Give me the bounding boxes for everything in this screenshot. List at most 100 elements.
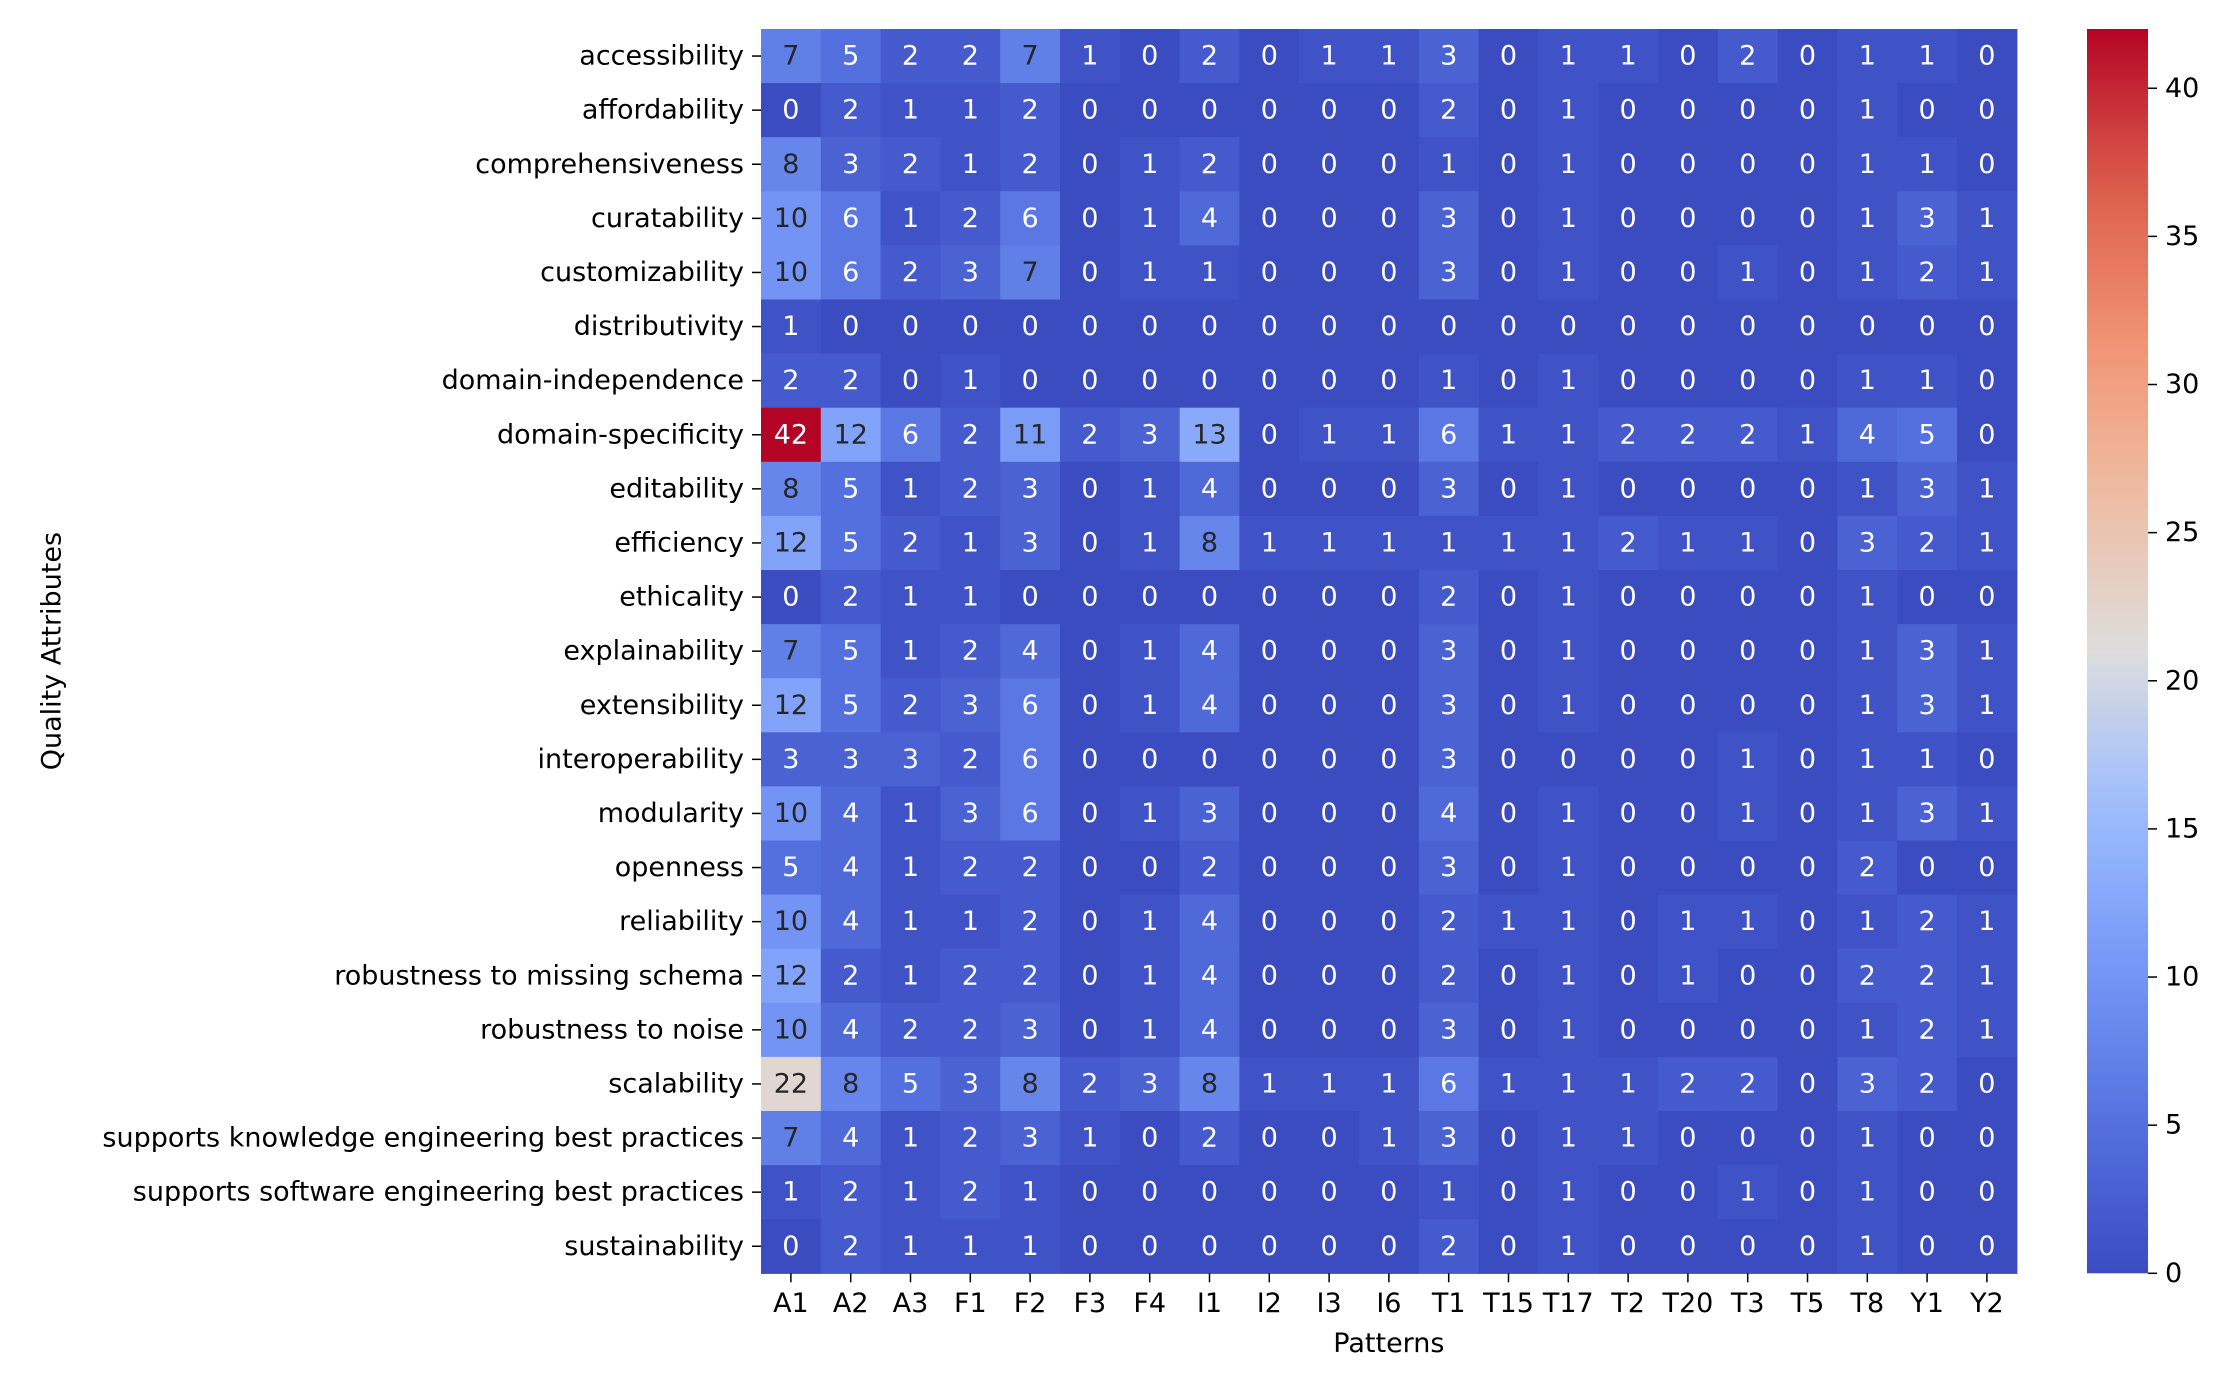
heatmap-cell [1897,894,1958,950]
heatmap-cell [1957,299,2018,355]
cell-value-label: 13 [1192,419,1226,450]
cell-value-label: 2 [1022,852,1039,883]
cell-value-label: 1 [1560,636,1577,667]
cell-value-label: 2 [782,365,799,396]
heatmap-cell [1060,786,1121,842]
cell-value-label: 0 [1799,149,1816,180]
heatmap-cell [1179,29,1240,84]
y-tick-label: extensibility [580,690,744,721]
cell-value-label: 1 [902,473,919,504]
cell-value-label: 0 [1081,852,1098,883]
y-tick-label: domain-independence [442,365,744,396]
cell-value-label: 1 [1560,1123,1577,1154]
cell-value-label: 1 [1380,1123,1397,1154]
cell-value-label: 1 [1141,473,1158,504]
cell-value-label: 1 [1859,257,1876,288]
cell-value-label: 0 [1081,527,1098,558]
cell-value-label: 0 [1261,582,1278,613]
heatmap-cell [940,461,1001,517]
heatmap-cell [1359,515,1420,571]
cell-value-label: 3 [1141,1068,1158,1099]
heatmap-cell [1000,191,1061,246]
cell-value-label: 1 [1560,960,1577,991]
heatmap-cell [1717,732,1779,787]
heatmap-cell [1239,1111,1300,1166]
cell-value-label: 6 [902,419,919,450]
cell-value-label: 4 [1022,636,1039,667]
heatmap-cell [1418,29,1480,84]
cell-value-label: 0 [1261,257,1278,288]
cell-value-label: 0 [1261,41,1278,72]
cell-value-label: 0 [1799,1014,1816,1045]
cell-value-label: 5 [842,527,859,558]
x-tick-label: F2 [1014,1288,1047,1319]
heatmap-cell [940,948,1001,1004]
cell-value-label: 4 [1201,203,1218,234]
cell-value-label: 0 [1679,1177,1696,1208]
heatmap-cell [1658,515,1719,571]
cell-value-label: 0 [1321,798,1338,829]
y-tick-label: supports knowledge engineering best prac… [102,1123,744,1154]
cell-value-label: 0 [1500,1231,1517,1262]
heatmap-cell [1538,515,1599,571]
heatmap-cell [1239,245,1300,301]
cell-value-label: 0 [1321,1177,1338,1208]
cell-value-label: 1 [1859,744,1876,775]
heatmap-cell [761,83,822,138]
cell-value-label: 0 [1620,582,1637,613]
cell-value-label: 3 [1440,1014,1457,1045]
cell-value-label: 0 [1261,149,1278,180]
cell-value-label: 0 [1919,1123,1936,1154]
cell-value-label: 4 [1201,1014,1218,1045]
colorbar-tick-label: 15 [2165,813,2199,844]
heatmap-cell [1598,570,1659,625]
heatmap-cell [1179,407,1240,463]
cell-value-label: 2 [1440,960,1457,991]
cell-value-label: 1 [962,582,979,613]
cell-value-label: 3 [1022,1123,1039,1154]
heatmap-cell [1837,1056,1898,1112]
cell-value-label: 0 [902,311,919,342]
cell-value-label: 0 [1321,690,1338,721]
cell-value-label: 1 [1978,473,1995,504]
cell-value-label: 0 [1321,365,1338,396]
cell-value-label: 8 [782,149,799,180]
cell-value-label: 0 [1620,149,1637,180]
cell-value-label: 1 [1859,95,1876,126]
heatmap-cell [1119,894,1181,950]
cell-value-label: 1 [1500,906,1517,937]
cell-value-label: 2 [962,473,979,504]
heatmap-cell [1060,245,1121,301]
cell-value-label: 0 [1321,906,1338,937]
cell-value-label: 12 [834,419,868,450]
cell-value-label: 7 [1022,41,1039,72]
heatmap-cell [820,948,882,1004]
heatmap-cell [1777,570,1838,625]
heatmap-cell [1658,624,1719,679]
cell-value-label: 6 [1440,419,1457,450]
cell-value-label: 1 [1141,527,1158,558]
heatmap-cell [761,786,822,842]
cell-value-label: 3 [962,1068,979,1099]
cell-value-label: 0 [1679,798,1696,829]
heatmap-cell [1478,245,1539,301]
heatmap-cell [1299,29,1360,84]
heatmap-cell [1598,29,1659,84]
heatmap-cell [1777,515,1838,571]
heatmap-cell [1538,624,1599,679]
heatmap-cell [1359,678,1420,733]
cell-value-label: 12 [774,527,808,558]
cell-value-label: 0 [1560,744,1577,775]
cell-value-label: 0 [1560,311,1577,342]
cell-value-label: 3 [1919,636,1936,667]
heatmap-cell [1538,678,1599,733]
heatmap-cell [880,299,941,355]
cell-value-label: 0 [1620,744,1637,775]
heatmap-cell [1000,840,1061,896]
heatmap-cell [1837,570,1898,625]
cell-value-label: 2 [1919,960,1936,991]
cell-value-label: 0 [1321,203,1338,234]
heatmap-cell [1299,407,1360,463]
cell-value-label: 4 [1201,473,1218,504]
